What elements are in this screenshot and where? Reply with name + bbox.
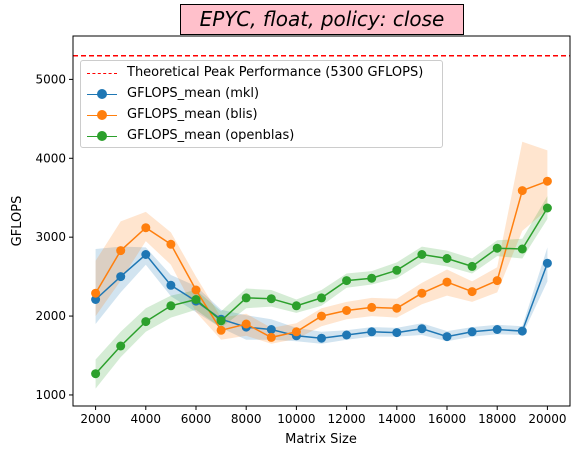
data-point-1-10 — [342, 306, 352, 315]
x-tick-label: 4000 — [131, 412, 162, 426]
confidence-bands — [95, 141, 548, 389]
x-tick-label: 20000 — [528, 412, 566, 426]
data-point-2-10 — [342, 276, 352, 286]
y-axis-label: GFLOPS — [10, 196, 25, 247]
series-band-0 — [95, 246, 548, 344]
data-point-2-18 — [542, 203, 552, 213]
data-point-1-11 — [367, 302, 377, 312]
legend-marker-mkl — [97, 89, 107, 99]
plot-frame — [72, 35, 571, 407]
data-point-0-2 — [141, 250, 151, 259]
legend-label-openblas: GFLOPS_mean (openblas) — [127, 128, 295, 143]
data-point-2-15 — [467, 261, 477, 271]
data-point-1-17 — [517, 186, 527, 196]
y-tick-label: 2000 — [35, 309, 66, 323]
data-point-0-14 — [442, 332, 452, 342]
series-band-1 — [95, 141, 548, 344]
data-point-1-2 — [141, 223, 151, 233]
data-point-2-4 — [191, 295, 201, 304]
data-point-2-1 — [116, 341, 126, 351]
data-point-1-3 — [166, 239, 176, 249]
data-point-1-14 — [442, 277, 452, 287]
y-tick-label: 4000 — [35, 151, 66, 165]
data-point-2-6 — [241, 293, 251, 303]
data-point-1-16 — [492, 276, 502, 286]
data-point-2-9 — [317, 293, 326, 303]
series-band-2 — [95, 196, 548, 389]
data-point-1-1 — [116, 246, 126, 256]
data-point-0-18 — [542, 258, 552, 268]
data-point-2-0 — [91, 369, 101, 379]
chart-title: EPYC, float, policy: close — [180, 4, 464, 35]
data-point-0-7 — [266, 325, 276, 334]
x-tick-label: 14000 — [378, 412, 416, 426]
data-point-2-16 — [492, 243, 502, 253]
data-point-2-5 — [216, 316, 226, 326]
legend-item-openblas: GFLOPS_mean (openblas) — [81, 126, 442, 147]
legend-label-peak: Theoretical Peak Performance (5300 GFLOP… — [127, 65, 424, 80]
x-tick-label: 18000 — [478, 412, 516, 426]
y-axis-ticks: 1000 2000 3000 4000 5000 — [35, 72, 73, 402]
x-tick-label: 12000 — [328, 412, 366, 426]
legend-label-mkl: GFLOPS_mean (mkl) — [127, 86, 260, 101]
data-point-2-7 — [266, 294, 276, 304]
data-point-2-17 — [517, 244, 527, 254]
y-tick-label: 1000 — [35, 388, 66, 402]
data-point-1-13 — [417, 288, 427, 298]
data-point-2-2 — [141, 317, 151, 327]
data-point-1-5 — [216, 325, 226, 335]
data-point-1-4 — [191, 285, 201, 295]
x-tick-label: 8000 — [231, 412, 262, 426]
data-point-0-17 — [517, 326, 527, 336]
data-point-1-0 — [91, 288, 101, 298]
data-point-2-13 — [417, 250, 427, 259]
y-tick-label: 5000 — [35, 72, 66, 86]
x-tick-label: 6000 — [181, 412, 212, 426]
data-point-0-1 — [116, 272, 126, 282]
data-point-2-3 — [166, 301, 176, 311]
data-point-1-7 — [266, 332, 276, 342]
data-point-0-15 — [467, 327, 477, 337]
legend-swatch-peak — [87, 73, 117, 74]
x-axis-ticks: 2000 4000 6000 8000 10000 12000 14000 16000 1800… — [80, 406, 567, 426]
data-point-1-12 — [392, 303, 402, 313]
data-point-0-3 — [166, 280, 176, 290]
data-point-2-12 — [392, 265, 402, 275]
data-point-1-8 — [291, 327, 301, 337]
data-point-0-9 — [317, 333, 326, 343]
data-point-0-16 — [492, 325, 502, 334]
data-point-1-15 — [467, 287, 477, 297]
data-point-2-14 — [442, 254, 452, 263]
legend-item-peak: Theoretical Peak Performance (5300 GFLOP… — [81, 63, 442, 84]
data-point-0-10 — [342, 330, 352, 340]
data-point-0-13 — [417, 324, 427, 334]
data-point-1-9 — [317, 311, 326, 321]
legend-item-mkl: GFLOPS_mean (mkl) — [81, 84, 442, 105]
legend-item-blis: GFLOPS_mean (blis) — [81, 105, 442, 126]
x-axis-label: Matrix Size — [285, 432, 357, 447]
legend-label-blis: GFLOPS_mean (blis) — [127, 107, 258, 122]
data-point-0-11 — [367, 327, 377, 337]
x-tick-label: 10000 — [277, 412, 315, 426]
data-point-0-0 — [91, 295, 101, 304]
data-point-1-6 — [241, 319, 251, 329]
legend-marker-openblas — [97, 131, 107, 141]
data-point-2-8 — [291, 301, 301, 311]
data-point-2-11 — [367, 273, 377, 283]
legend: Theoretical Peak Performance (5300 GFLOP… — [80, 60, 443, 148]
legend-marker-blis — [97, 110, 107, 120]
x-tick-label: 2000 — [80, 412, 111, 426]
data-point-1-18 — [542, 176, 552, 186]
y-tick-label: 3000 — [35, 230, 66, 244]
series-lines — [91, 176, 552, 379]
x-tick-label: 16000 — [428, 412, 466, 426]
data-point-0-12 — [392, 328, 402, 338]
